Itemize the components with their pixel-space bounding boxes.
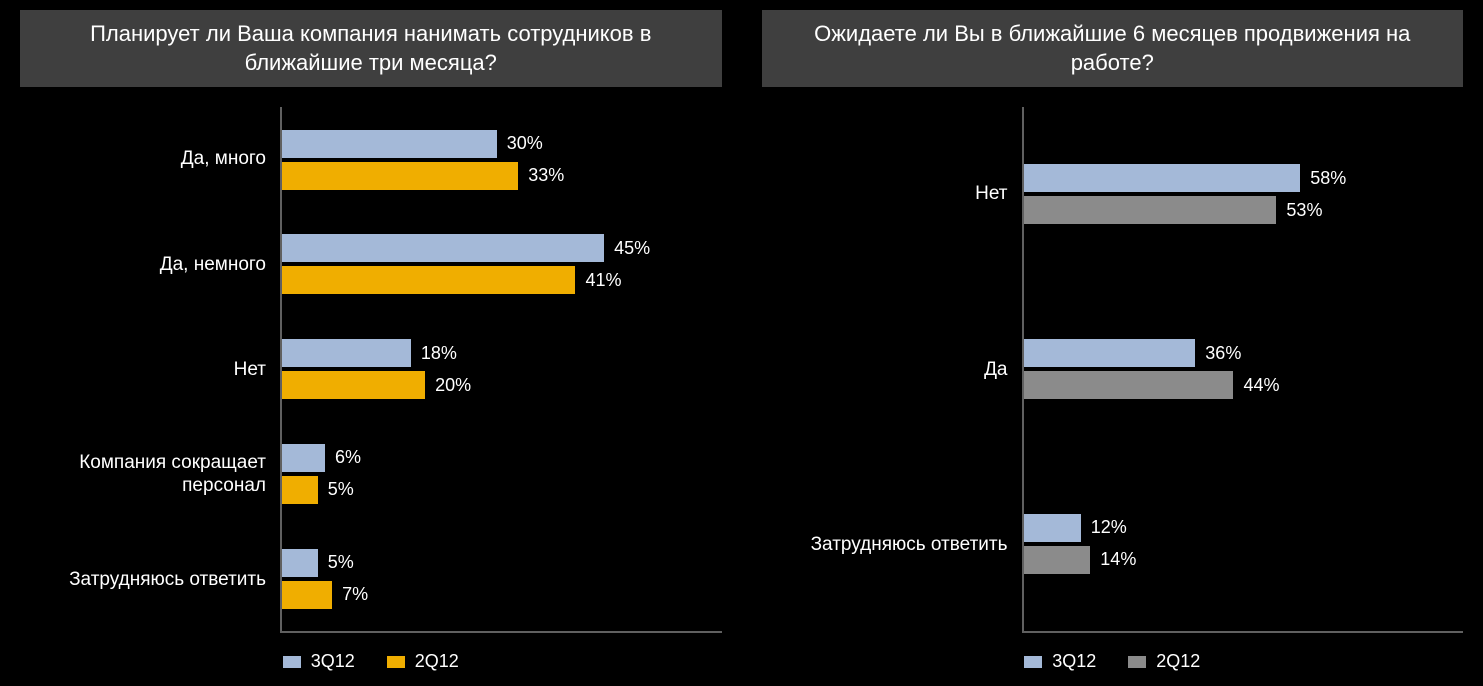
bar-value-label: 14% (1100, 549, 1136, 570)
legend-label: 2Q12 (415, 651, 459, 672)
bar-value-label: 36% (1205, 343, 1241, 364)
bar (282, 581, 332, 609)
category-label: Затрудняюсь ответить (762, 458, 1022, 633)
chart-panel-promotion: Ожидаете ли Вы в ближайшие 6 месяцев про… (742, 0, 1483, 686)
bar-row: 33% (282, 162, 712, 190)
bar-value-label: 6% (335, 447, 361, 468)
legend-label: 2Q12 (1156, 651, 1200, 672)
bar-row: 5% (282, 549, 712, 577)
bar-value-label: 30% (507, 133, 543, 154)
category-label: Компания сокращает персонал (20, 423, 280, 528)
legend-item: 2Q12 (387, 651, 459, 672)
legend-item: 2Q12 (1128, 651, 1200, 672)
y-axis-labels: Да, многоДа, немногоНетКомпания сокращае… (20, 107, 280, 633)
legend-label: 3Q12 (311, 651, 355, 672)
bar-value-label: 20% (435, 375, 471, 396)
plot-area: Да, многоДа, немногоНетКомпания сокращае… (20, 107, 722, 633)
bar (1024, 164, 1301, 192)
category-label: Затрудняюсь ответить (20, 528, 280, 633)
bar-value-label: 18% (421, 343, 457, 364)
bar (282, 234, 604, 262)
bar-row: 41% (282, 266, 712, 294)
category-label: Да, много (20, 107, 280, 212)
legend-label: 3Q12 (1052, 651, 1096, 672)
chart-panel-hiring: Планирует ли Ваша компания нанимать сотр… (0, 0, 742, 686)
bar (282, 266, 575, 294)
bar (282, 444, 325, 472)
bar-value-label: 12% (1091, 517, 1127, 538)
bar-group: 5% 7% (282, 526, 712, 631)
bar-row: 18% (282, 339, 712, 367)
bar-value-label: 53% (1286, 200, 1322, 221)
bar-value-label: 5% (328, 552, 354, 573)
bar-row: 20% (282, 371, 712, 399)
bar-group: 18% 20% (282, 317, 712, 422)
bar-group: 45% 41% (282, 212, 712, 317)
bar-value-label: 5% (328, 479, 354, 500)
bar-row: 36% (1024, 339, 1454, 367)
bar-row: 44% (1024, 371, 1454, 399)
bars-area: 30% 33% 45% 41% 18% 20% 6% 5% 5% 7% (280, 107, 722, 633)
chart-body: НетДаЗатрудняюсь ответить 58%53%36%44%12… (762, 107, 1464, 676)
category-label: Да, немного (20, 212, 280, 317)
bar (1024, 371, 1234, 399)
bars-area: 58% 53% 36%44% 12% 14% (1022, 107, 1464, 633)
legend-swatch (1024, 656, 1042, 668)
bar-value-label: 33% (528, 165, 564, 186)
bar (282, 339, 411, 367)
legend-swatch (283, 656, 301, 668)
bar-group: 12% 14% (1024, 456, 1454, 631)
category-label: Нет (762, 107, 1022, 282)
bar-value-label: 41% (585, 270, 621, 291)
bar-row: 12% (1024, 514, 1454, 542)
bar-value-label: 44% (1243, 375, 1279, 396)
plot-area: НетДаЗатрудняюсь ответить 58%53%36%44%12… (762, 107, 1464, 633)
bar-row: 5% (282, 476, 712, 504)
legend-item: 3Q12 (283, 651, 355, 672)
bar (1024, 546, 1091, 574)
legend: 3Q12 2Q12 (20, 633, 722, 676)
chart-body: Да, многоДа, немногоНетКомпания сокращае… (20, 107, 722, 676)
bar (282, 130, 497, 158)
bar (1024, 196, 1277, 224)
chart-title: Планирует ли Ваша компания нанимать сотр… (20, 10, 722, 87)
bar-group: 30% 33% (282, 107, 712, 212)
bar (282, 549, 318, 577)
bar-value-label: 58% (1310, 168, 1346, 189)
bar-group: 6% 5% (282, 421, 712, 526)
bar-row: 58% (1024, 164, 1454, 192)
legend-item: 3Q12 (1024, 651, 1096, 672)
legend: 3Q12 2Q12 (762, 633, 1464, 676)
bar-value-label: 7% (342, 584, 368, 605)
bar-value-label: 45% (614, 238, 650, 259)
bar-row: 6% (282, 444, 712, 472)
bar (282, 476, 318, 504)
bar (282, 371, 425, 399)
legend-swatch (1128, 656, 1146, 668)
category-label: Да (762, 282, 1022, 457)
category-label: Нет (20, 318, 280, 423)
bar-row: 7% (282, 581, 712, 609)
bar-group: 36%44% (1024, 282, 1454, 457)
bar (1024, 514, 1081, 542)
bar (282, 162, 518, 190)
chart-title: Ожидаете ли Вы в ближайшие 6 месяцев про… (762, 10, 1464, 87)
bar-row: 14% (1024, 546, 1454, 574)
bar-row: 45% (282, 234, 712, 262)
bar (1024, 339, 1196, 367)
bar-row: 30% (282, 130, 712, 158)
bar-row: 53% (1024, 196, 1454, 224)
legend-swatch (387, 656, 405, 668)
bar-group: 58% 53% (1024, 107, 1454, 282)
y-axis-labels: НетДаЗатрудняюсь ответить (762, 107, 1022, 633)
